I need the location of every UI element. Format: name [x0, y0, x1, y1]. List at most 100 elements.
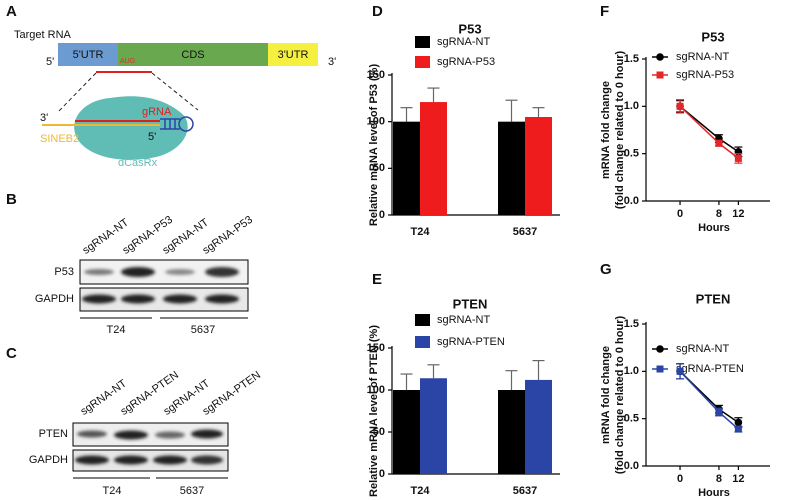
bands: [75, 429, 223, 465]
blot: [72, 449, 229, 472]
panel-letter: A: [6, 3, 17, 20]
segment-label: 3'UTR: [278, 49, 309, 61]
x-tick-label: 5637: [513, 226, 537, 238]
panel-letter: C: [6, 345, 17, 362]
segment-label: CDS: [181, 49, 204, 61]
panel-letter: E: [372, 271, 382, 288]
chart-title: PTEN: [696, 291, 731, 306]
x-tick-label: 8: [716, 208, 722, 220]
y-tick-label: 150: [367, 342, 385, 354]
utr3-block: [268, 43, 318, 66]
dcasrx-shape: [74, 96, 188, 160]
y-tick-label: 1.5: [624, 53, 639, 65]
legend-label: sgRNA-NT: [676, 51, 729, 63]
marker: [734, 154, 742, 162]
end-label: 5': [46, 56, 54, 68]
cds-block: [118, 43, 268, 66]
hairpin: [160, 116, 194, 132]
bar: [498, 121, 525, 215]
segment-label: 5'UTR: [73, 49, 104, 61]
panel-letter: G: [600, 261, 612, 278]
chart-title: P53: [701, 29, 724, 44]
sineb2-label: SINEB2: [40, 133, 79, 145]
legend-label: sgRNA-P53: [437, 56, 495, 68]
bar: [498, 390, 525, 474]
end-label: 3': [40, 112, 48, 124]
x-tick-label: 0: [677, 473, 683, 485]
y-axis-label: (fold change related to 0 hour): [614, 51, 626, 210]
lane-label: sgRNA-PTEN: [201, 369, 264, 418]
legend-label: sgRNA-P53: [676, 69, 734, 81]
zoom-line: [151, 72, 199, 111]
legend-label: sgRNA-NT: [437, 36, 490, 48]
marker: [676, 102, 684, 110]
y-tick-label: 100: [367, 384, 385, 396]
bar: [525, 379, 552, 474]
bar: [420, 378, 447, 474]
panel-a: A Target RNA 5'UTR CDS 3'UTR 5' 3' AUG g…: [6, 3, 336, 169]
y-tick-label: 1.5: [624, 318, 639, 330]
group-label: 5637: [180, 485, 204, 497]
x-tick-label: 12: [732, 473, 744, 485]
series-line: [679, 105, 739, 159]
panel-b: B sgRNA-NT sgRNA-P53 sgRNA-NT sgRNA-P53 …: [6, 191, 255, 336]
bar: [420, 102, 447, 215]
legend-marker: [656, 365, 664, 373]
y-axis-label: Relative mRNA level of P53 (%): [368, 64, 380, 227]
marker: [734, 425, 742, 433]
y-tick-label: 50: [373, 162, 385, 174]
x-tick-label: 5637: [513, 485, 537, 497]
y-tick-label: 100: [367, 116, 385, 128]
x-tick-label: T24: [411, 485, 431, 497]
y-tick-label: 0.5: [624, 148, 639, 160]
y-tick-label: 150: [367, 69, 385, 81]
group-label: 5637: [191, 324, 215, 336]
marker: [715, 408, 723, 416]
y-tick-label: 0.0: [624, 460, 639, 472]
bar: [525, 117, 552, 215]
legend-swatch: [415, 36, 430, 48]
y-axis-label: mRNA fold change: [600, 346, 612, 444]
row-label: P53: [54, 266, 74, 278]
y-axis-label: Relative mRNA level of PTEN (%): [368, 325, 380, 497]
y-tick-label: 0.0: [624, 195, 639, 207]
series-line: [679, 370, 739, 424]
panel-c: C sgRNA-NT sgRNA-PTEN sgRNA-NT sgRNA-PTE…: [6, 345, 263, 497]
x-tick-label: 0: [677, 208, 683, 220]
grna-label: gRNA: [142, 106, 172, 118]
legend-label: sgRNA-NT: [676, 343, 729, 355]
row-label: GAPDH: [29, 454, 68, 466]
legend-swatch: [415, 314, 430, 326]
y-tick-label: 0: [379, 468, 385, 480]
legend-swatch: [415, 336, 430, 348]
diagram-title: Target RNA: [14, 29, 72, 41]
legend-label: sgRNA-NT: [437, 314, 490, 326]
legend-marker: [656, 53, 664, 61]
y-tick-label: 0.5: [624, 413, 639, 425]
legend-marker: [656, 71, 664, 79]
marker: [734, 418, 743, 427]
y-axis-label: (fold change related to 0 hour): [614, 316, 626, 475]
panel-letter: D: [372, 3, 383, 20]
series-line: [679, 105, 739, 153]
legend-marker: [656, 345, 664, 353]
bar: [393, 390, 420, 474]
y-axis-label: mRNA fold change: [600, 81, 612, 179]
chart-title: P53: [458, 21, 481, 36]
legend-swatch: [415, 56, 430, 68]
x-tick-label: 12: [732, 208, 744, 220]
legend-label: sgRNA-PTEN: [437, 336, 505, 348]
row-label: PTEN: [39, 428, 68, 440]
y-tick-label: 0: [379, 209, 385, 221]
lane-label: sgRNA-P53: [201, 214, 255, 257]
end-label: 3': [328, 56, 336, 68]
panel-letter: F: [600, 3, 609, 20]
x-tick-label: 8: [716, 473, 722, 485]
panel-letter: B: [6, 191, 17, 208]
x-axis-label: Hours: [698, 222, 730, 234]
legend-label: sgRNA-PTEN: [676, 363, 744, 375]
group-label: T24: [103, 485, 122, 497]
chart-title: PTEN: [453, 296, 488, 311]
bar: [393, 121, 420, 215]
